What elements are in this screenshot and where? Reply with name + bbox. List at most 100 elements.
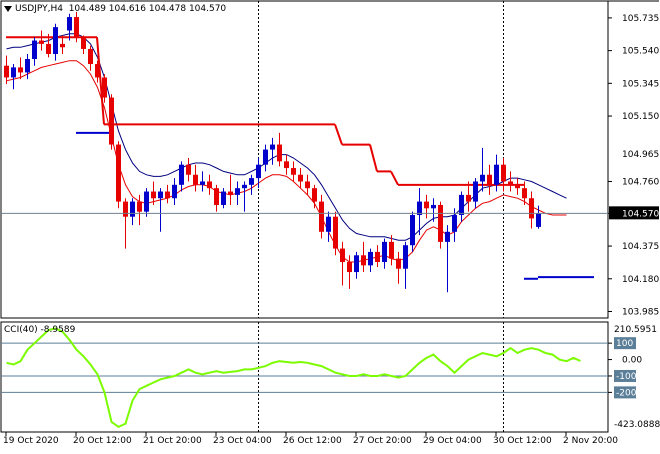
candle-body <box>291 168 296 175</box>
price-tick-label: 105.540 <box>622 47 659 57</box>
candle-body <box>417 201 422 216</box>
candle-body <box>263 149 268 165</box>
candle-body <box>207 181 212 189</box>
candle-body <box>151 191 156 199</box>
candle-body <box>88 48 93 65</box>
price-tick-label: 105.735 <box>622 14 659 24</box>
cci-line <box>6 327 581 429</box>
candle-body <box>186 164 191 175</box>
candle-body <box>18 67 23 73</box>
candle-body <box>67 17 72 31</box>
candle-body <box>130 201 135 217</box>
main-chart-frame <box>0 0 609 319</box>
candle-body <box>312 188 317 202</box>
time-tick-label: 27 Oct 20:00 <box>353 436 412 446</box>
candle-body <box>424 201 429 209</box>
time-tick-label: 19 Oct 2020 <box>3 436 59 446</box>
cci-level-box <box>614 337 636 350</box>
candle-body <box>249 178 254 185</box>
candle-body <box>95 64 100 78</box>
price-axis: 105.735 105.540 105.345 105.150 104.760 104.5… <box>608 14 659 317</box>
candle-body <box>214 188 219 205</box>
time-tick-label: 20 Oct 12:00 <box>73 436 132 446</box>
cci-tick-label: -200 <box>616 388 637 398</box>
price-tick-label: 104.760 <box>622 177 659 187</box>
candle-body <box>81 37 86 49</box>
candle-body <box>452 215 457 232</box>
candle-body <box>410 215 415 246</box>
candle-body <box>144 191 149 212</box>
candle-body <box>256 164 261 179</box>
candle-body <box>39 40 44 44</box>
price-tick-label: 103.985 <box>622 307 659 317</box>
candle-body <box>165 191 170 199</box>
candle-body <box>221 191 226 205</box>
candle-body <box>270 144 275 150</box>
ma-fast-line <box>6 60 567 263</box>
candle-body <box>466 194 471 202</box>
candle-body <box>438 204 443 242</box>
chart-frames <box>0 0 659 433</box>
support-resistance-steps <box>6 36 594 280</box>
cci-label: CCI(40) -8.9589 <box>4 325 76 335</box>
candle-body <box>53 27 58 54</box>
cci-axis-max-label: 210.5951 <box>614 325 657 335</box>
candle-body <box>284 161 289 169</box>
candle-body <box>354 255 359 273</box>
candle-body <box>74 17 79 38</box>
time-tick-label: 26 Oct 12:00 <box>283 436 342 446</box>
time-tick-label: 21 Oct 20:00 <box>143 436 202 446</box>
candle-body <box>375 251 380 262</box>
resistance-step-connector <box>334 124 343 145</box>
candle-body <box>347 261 352 273</box>
cci-panel: 100 0.00 -100 -200 210.5951 -423.0888 <box>1 325 660 430</box>
candle-body <box>459 194 464 216</box>
resistance-step-connector <box>390 170 399 186</box>
candle-body <box>305 181 310 189</box>
current-price-label: 104.570 <box>622 209 659 219</box>
candle-body <box>179 164 184 185</box>
time-tick-label: 23 Oct 04:00 <box>213 436 272 446</box>
cci-tick-label: 0.00 <box>622 356 642 366</box>
candle-body <box>137 201 142 212</box>
resistance-step-connector <box>96 37 105 125</box>
collapse-triangle-icon[interactable] <box>4 5 12 12</box>
candle-body <box>277 144 282 162</box>
cci-level-box <box>614 369 636 382</box>
candle-body <box>445 231 450 242</box>
candle-body <box>368 251 373 266</box>
candle-body <box>396 258 401 269</box>
candle-body <box>200 181 205 185</box>
candle-body <box>508 181 513 185</box>
candle-body <box>487 174 492 185</box>
candle-body <box>403 245 408 269</box>
candle-body <box>319 201 324 232</box>
ohlc-label: 104.489 104.616 104.478 104.570 <box>68 4 227 14</box>
candle-body <box>389 241 394 259</box>
candle-body <box>172 184 177 199</box>
candle-body <box>522 188 527 199</box>
candle-body <box>480 174 485 182</box>
resistance-step-connector <box>369 144 378 172</box>
candle-body <box>228 191 233 195</box>
candle-body <box>235 188 240 195</box>
symbol-label: USDJPY,H4 <box>15 4 63 14</box>
time-tick-label: 29 Oct 04:00 <box>423 436 482 446</box>
candle-body <box>158 191 163 199</box>
time-separators <box>258 1 504 432</box>
candle-body <box>242 184 247 189</box>
cci-tick-label: -100 <box>616 372 637 382</box>
current-price-box <box>609 206 659 220</box>
cci-level-box <box>614 386 636 399</box>
candle-body <box>473 181 478 202</box>
price-tick-label: 105.345 <box>622 79 659 89</box>
candle-body <box>116 144 121 202</box>
candle-body <box>536 213 541 227</box>
price-tick-label: 104.180 <box>622 275 659 285</box>
cci-chart-frame <box>0 321 609 433</box>
cci-header: CCI(40) -8.9589 <box>4 325 75 336</box>
time-tick-label: 30 Oct 12:00 <box>493 436 552 446</box>
time-axis: 19 Oct 2020 20 Oct 12:00 21 Oct 20:00 23 Oc… <box>3 432 618 446</box>
